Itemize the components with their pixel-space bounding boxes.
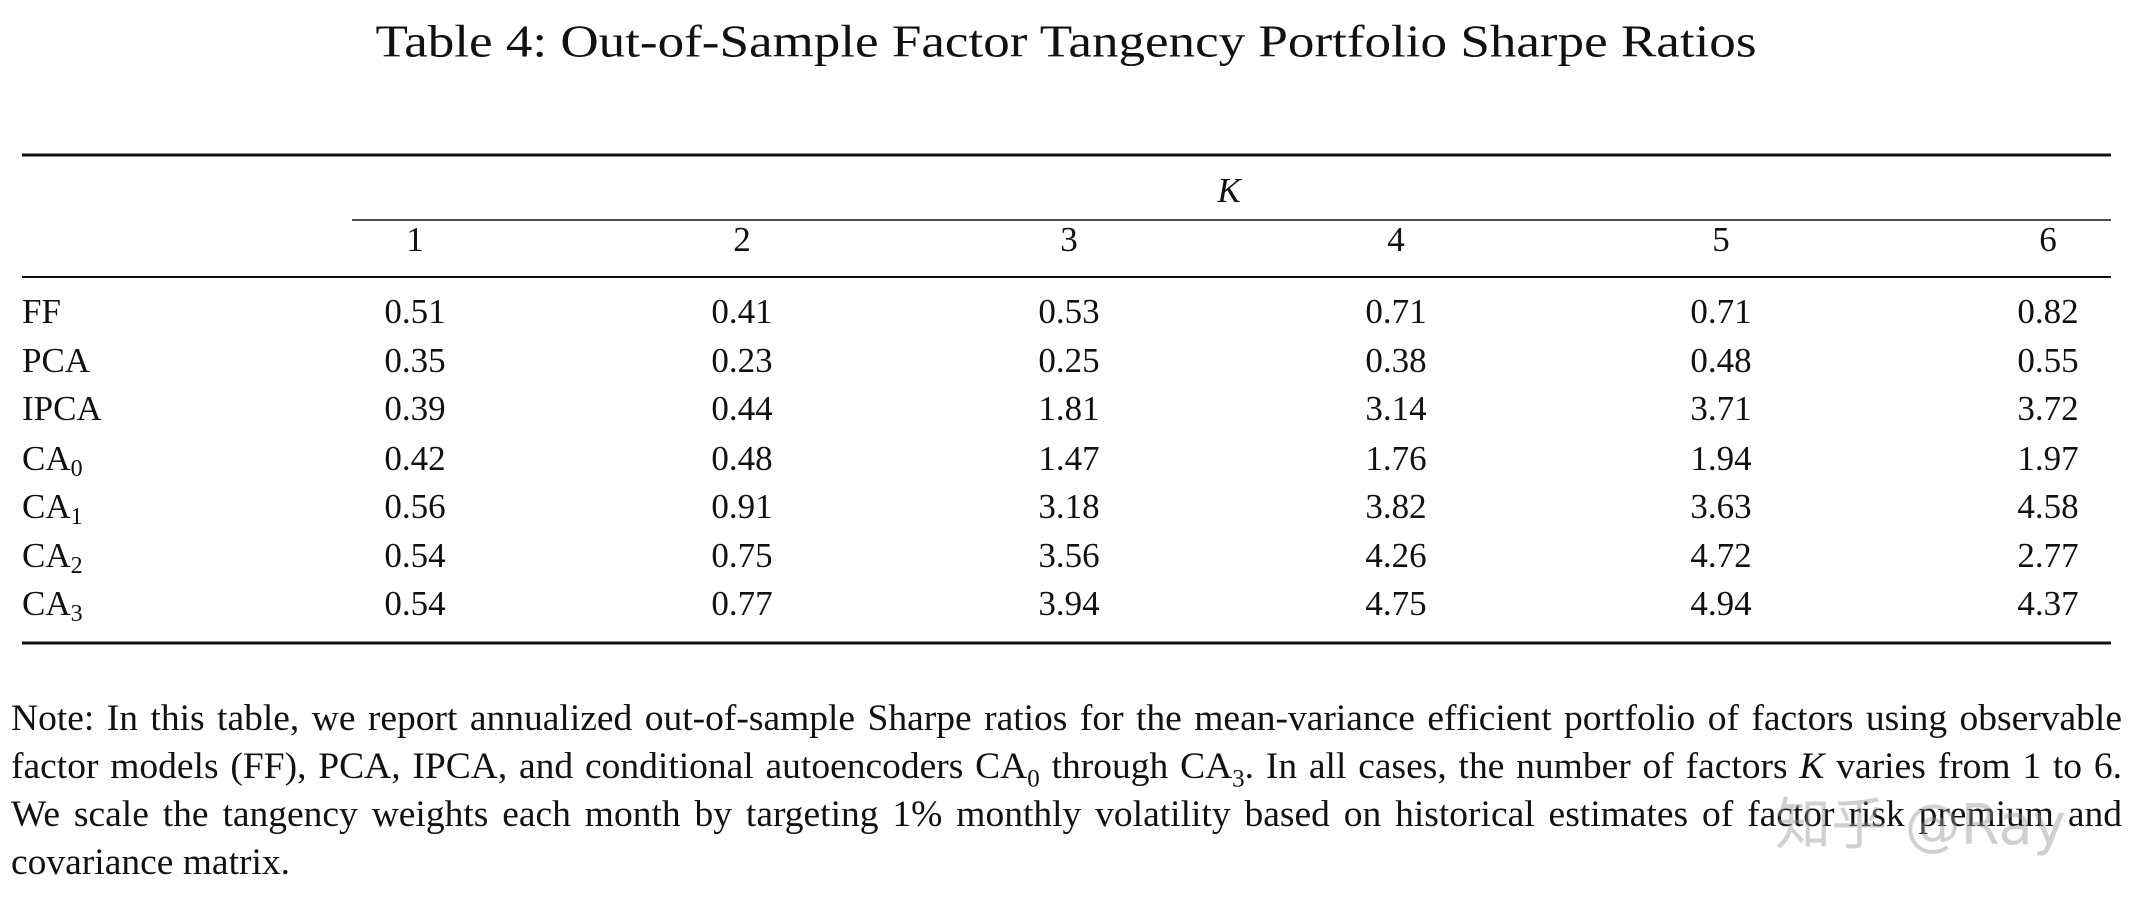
note-text: . In all cases, the number of factors — [1244, 746, 1800, 787]
cell-value: 1.76 — [1365, 439, 1426, 478]
note-text: Note: In this table, we report annualize… — [11, 698, 2122, 787]
column-header: 5 — [1712, 220, 1730, 259]
row-label-subscript: 1 — [71, 504, 83, 530]
note-subscript: 0 — [1027, 765, 1040, 793]
cell-value: 1.94 — [1690, 439, 1751, 478]
watermark: 知乎 @Ray — [1775, 793, 2066, 858]
cell-value: 4.58 — [2017, 487, 2078, 526]
cell-value: 0.56 — [384, 487, 445, 526]
table-figure: Table 4: Out-of-Sample Factor Tangency P… — [22, 16, 2111, 645]
cell-value: 3.18 — [1038, 487, 1099, 526]
row-label: PCA — [22, 341, 91, 380]
cell-value: 4.75 — [1365, 584, 1426, 623]
cell-value: 0.35 — [384, 341, 445, 380]
cell-value: 0.44 — [711, 389, 772, 428]
note-italic: K — [1799, 746, 1825, 787]
column-header: 4 — [1387, 220, 1405, 259]
column-header: 6 — [2039, 220, 2057, 259]
table-title: Table 4: Out-of-Sample Factor Tangency P… — [376, 16, 1757, 66]
cell-value: 3.63 — [1690, 487, 1751, 526]
row-label-subscript: 2 — [71, 553, 83, 579]
cell-value: 3.56 — [1038, 536, 1099, 575]
cell-value: 0.42 — [384, 439, 445, 478]
note-subscript: 3 — [1232, 765, 1245, 793]
row-label: FF — [22, 292, 61, 331]
row-label-text: PCA — [22, 341, 91, 380]
cell-value: 0.41 — [711, 292, 772, 331]
column-header: 3 — [1060, 220, 1078, 259]
cell-value: 0.91 — [711, 487, 772, 526]
cell-value: 0.54 — [384, 584, 445, 623]
note-text: through CA — [1039, 746, 1233, 787]
cell-value: 0.48 — [1690, 341, 1751, 380]
cell-value: 4.94 — [1690, 584, 1751, 623]
cell-value: 0.54 — [384, 536, 445, 575]
cell-value: 1.97 — [2017, 439, 2078, 478]
row-label-text: FF — [22, 292, 61, 331]
cell-value: 0.23 — [711, 341, 772, 380]
cell-value: 3.94 — [1038, 584, 1099, 623]
cell-value: 4.72 — [1690, 536, 1751, 575]
cell-value: 0.77 — [711, 584, 772, 623]
cell-value: 3.71 — [1690, 389, 1751, 428]
row-label-subscript: 3 — [71, 601, 83, 627]
table-note: Note: In this table, we report annualize… — [11, 695, 2122, 887]
row-label: CA0 — [22, 439, 83, 481]
row-label-text: IPCA — [22, 389, 102, 428]
group-header: K — [1216, 171, 1242, 210]
row-label: IPCA — [22, 389, 102, 428]
cell-value: 3.82 — [1365, 487, 1426, 526]
row-label-text: CA — [22, 487, 71, 526]
cell-value: 0.71 — [1365, 292, 1426, 331]
cell-value: 1.47 — [1038, 439, 1099, 478]
cell-value: 0.48 — [711, 439, 772, 478]
cell-value: 3.14 — [1365, 389, 1426, 428]
row-label: CA1 — [22, 487, 83, 529]
cell-value: 4.37 — [2017, 584, 2078, 623]
cell-value: 0.55 — [2017, 341, 2078, 380]
cell-value: 0.38 — [1365, 341, 1426, 380]
cell-value: 1.81 — [1038, 389, 1099, 428]
cell-value: 0.39 — [384, 389, 445, 428]
cell-value: 0.75 — [711, 536, 772, 575]
cell-value: 0.71 — [1690, 292, 1751, 331]
cell-value: 4.26 — [1365, 536, 1426, 575]
row-label-text: CA — [22, 536, 71, 575]
row-label-text: CA — [22, 584, 71, 623]
note-text: varies from 1 to 6. We scale the tangenc… — [11, 746, 2122, 883]
cell-value: 0.53 — [1038, 292, 1099, 331]
row-label: CA2 — [22, 536, 83, 578]
cell-value: 3.72 — [2017, 389, 2078, 428]
column-header: 1 — [406, 220, 424, 259]
column-header: 2 — [733, 220, 751, 259]
cell-value: 2.77 — [2017, 536, 2078, 575]
row-label-text: CA — [22, 439, 71, 478]
cell-value: 0.82 — [2017, 292, 2078, 331]
row-label: CA3 — [22, 584, 83, 626]
row-label-subscript: 0 — [71, 456, 83, 482]
cell-value: 0.51 — [384, 292, 445, 331]
cell-value: 0.25 — [1038, 341, 1099, 380]
